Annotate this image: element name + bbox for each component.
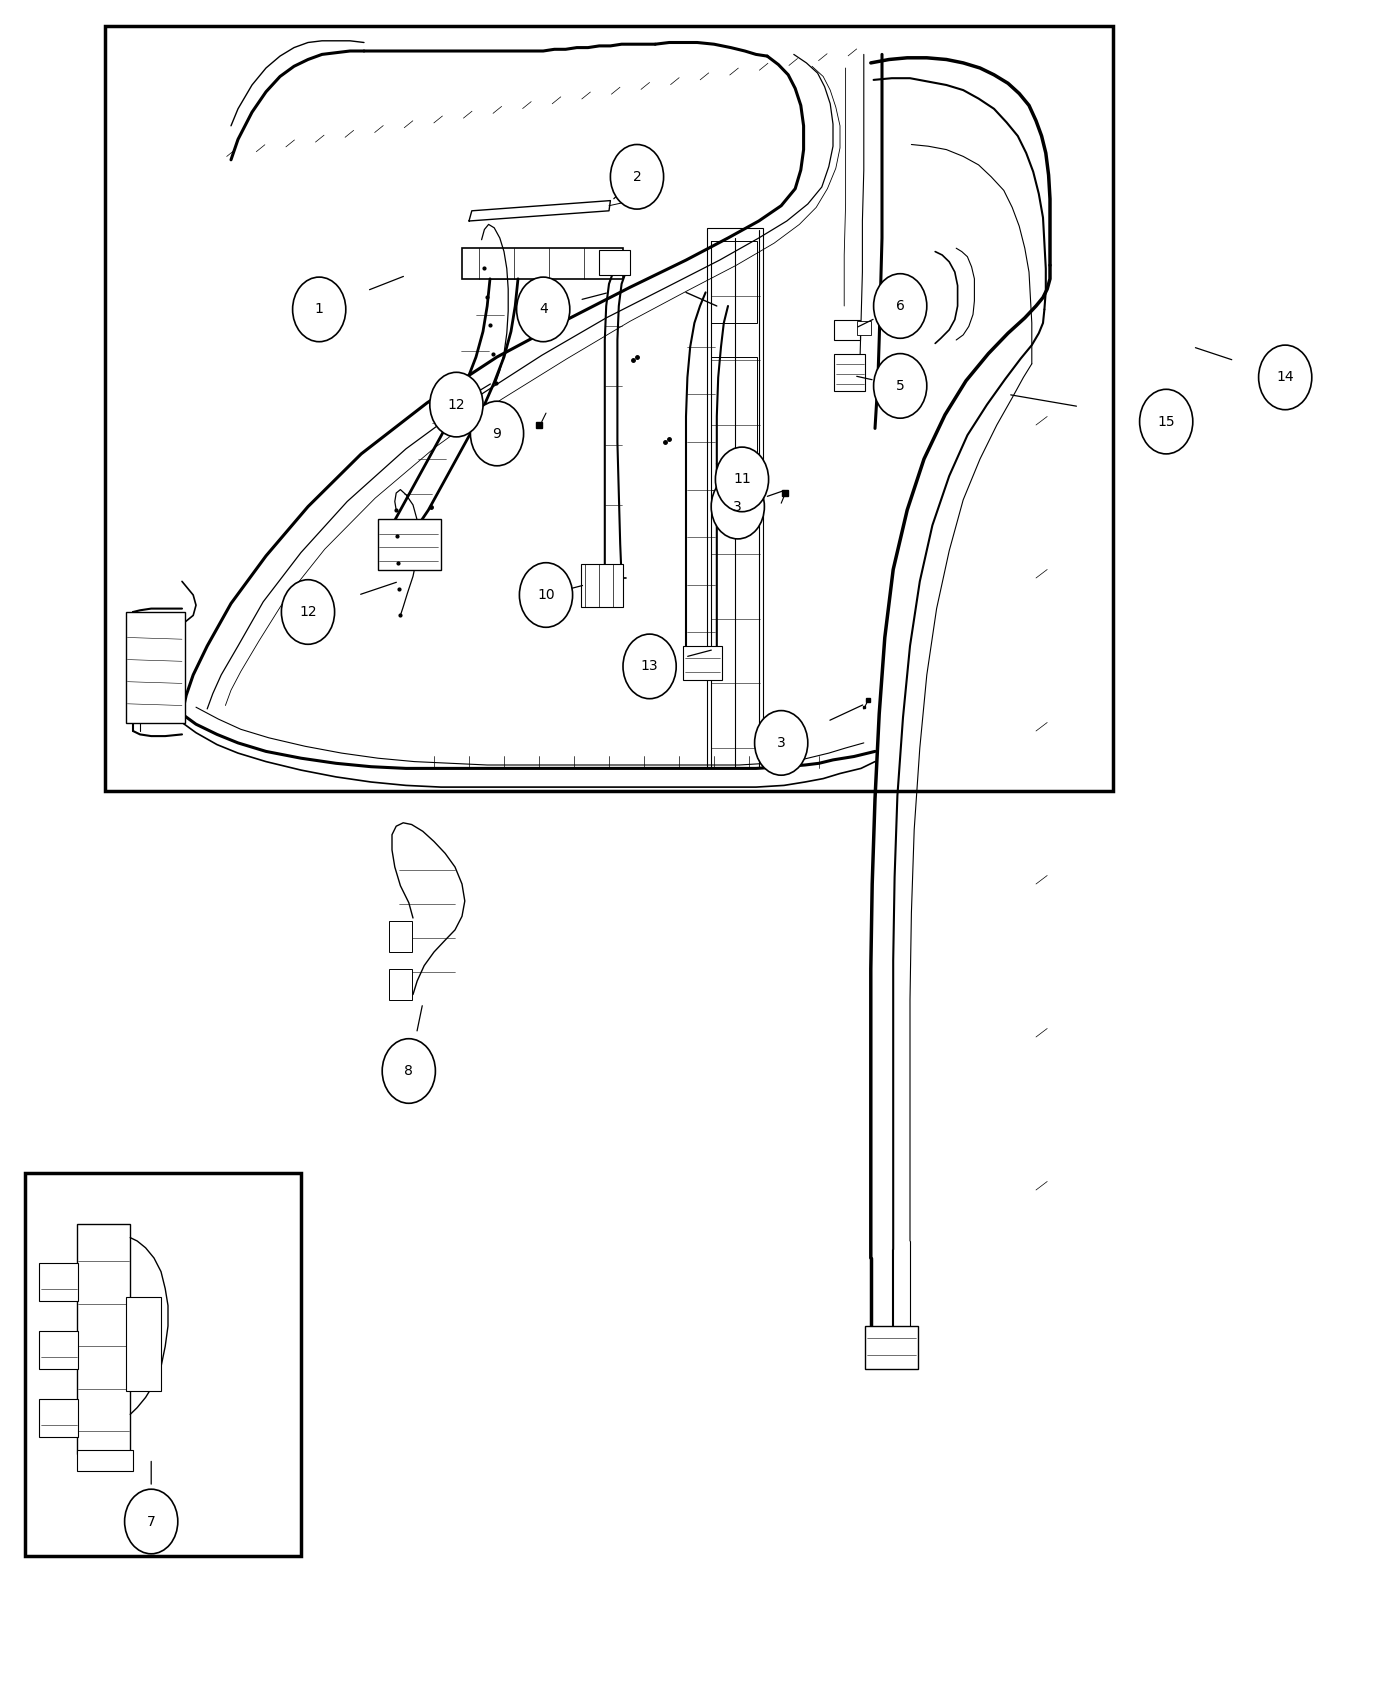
Bar [25, 1173, 301, 1556]
Circle shape [470, 401, 524, 466]
Bar [126, 1297, 161, 1391]
Bar [378, 518, 441, 570]
Bar [39, 1263, 78, 1300]
Text: 2: 2 [633, 170, 641, 184]
Bar [581, 564, 623, 607]
Bar [462, 248, 623, 279]
Bar [126, 612, 185, 722]
Circle shape [715, 447, 769, 512]
Text: 10: 10 [538, 588, 554, 602]
Circle shape [517, 277, 570, 342]
Bar [39, 1399, 78, 1436]
Bar [77, 1450, 133, 1470]
Circle shape [874, 274, 927, 338]
Text: 11: 11 [734, 473, 750, 486]
Text: 3: 3 [734, 500, 742, 513]
Text: 14: 14 [1277, 371, 1294, 384]
Bar [599, 250, 630, 275]
Circle shape [623, 634, 676, 699]
Bar [865, 1326, 918, 1368]
Bar [711, 357, 757, 510]
Bar [39, 1331, 78, 1369]
Text: 1: 1 [315, 303, 323, 316]
Bar [77, 1224, 130, 1454]
Text: 9: 9 [493, 427, 501, 440]
Circle shape [430, 372, 483, 437]
Circle shape [1259, 345, 1312, 410]
Circle shape [382, 1039, 435, 1103]
Bar [389, 969, 412, 1000]
Circle shape [125, 1489, 178, 1554]
Text: 15: 15 [1158, 415, 1175, 428]
Bar [707, 228, 763, 768]
Text: 3: 3 [777, 736, 785, 750]
Circle shape [874, 354, 927, 418]
Text: 13: 13 [641, 660, 658, 673]
Circle shape [755, 711, 808, 775]
Bar [389, 921, 412, 952]
Bar [857, 321, 871, 335]
Bar [834, 320, 860, 340]
Text: 7: 7 [147, 1515, 155, 1528]
Text: 6: 6 [896, 299, 904, 313]
Bar [105, 26, 1113, 790]
Text: 4: 4 [539, 303, 547, 316]
Bar [683, 646, 722, 680]
Text: 8: 8 [405, 1064, 413, 1078]
Text: 12: 12 [448, 398, 465, 411]
Circle shape [610, 144, 664, 209]
Circle shape [1140, 389, 1193, 454]
Bar [711, 241, 757, 323]
Bar [834, 354, 865, 391]
Text: 5: 5 [896, 379, 904, 393]
Circle shape [293, 277, 346, 342]
Text: 12: 12 [300, 605, 316, 619]
Circle shape [281, 580, 335, 644]
Circle shape [519, 563, 573, 627]
Circle shape [711, 474, 764, 539]
